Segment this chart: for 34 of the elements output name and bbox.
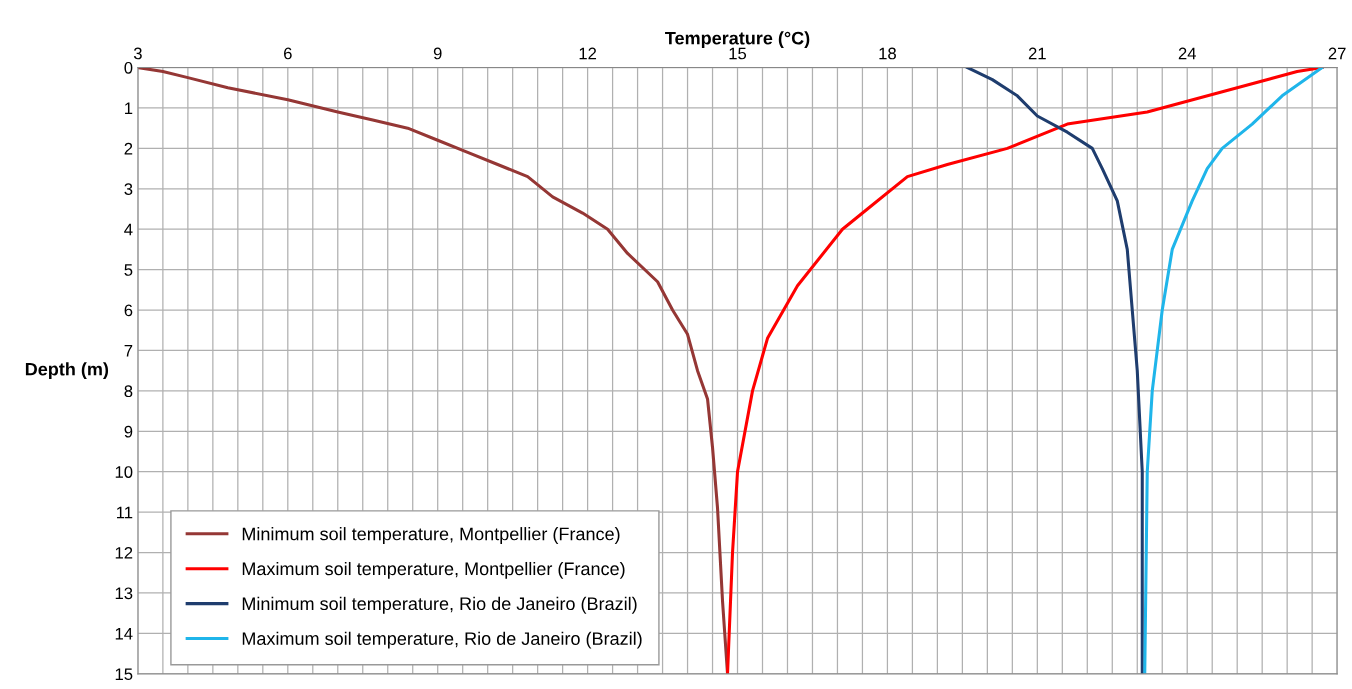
x-tick-label: 24 (1178, 47, 1197, 60)
y-tick-label: 15 (115, 668, 133, 681)
y-tick-label: 6 (124, 304, 133, 317)
x-tick-label: 18 (879, 47, 896, 60)
y-tick-label: 13 (115, 587, 133, 600)
legend-label: Maximum soil temperature, Rio de Janeiro (Brazil) (242, 631, 642, 649)
x-tick-label: 21 (1028, 47, 1046, 60)
y-tick-label: 14 (115, 627, 133, 640)
legend-label: Minimum soil temperature, Montpellier (France) (242, 527, 620, 544)
y-tick-label: 11 (117, 506, 133, 519)
legend-label: Maximum soil temperature, Montpellier (France) (242, 561, 625, 579)
y-tick-label: 1 (125, 102, 133, 114)
y-axis-title: Depth (m) (25, 362, 109, 380)
y-tick-label: 8 (124, 385, 133, 398)
y-tick-label: 12 (115, 546, 133, 559)
x-tick-label: 6 (284, 47, 292, 60)
legend-label: Minimum soil temperature, Rio de Janeiro (Brazil) (242, 596, 637, 614)
y-tick-label: 10 (115, 466, 133, 478)
y-tick-label: 5 (124, 264, 133, 276)
y-tick-label: 7 (124, 345, 133, 357)
x-tick-label: 9 (433, 47, 442, 60)
line-series (725, 67, 1324, 674)
x-tick-label: 12 (579, 47, 597, 60)
y-tick-label: 9 (124, 425, 133, 438)
line-series (1143, 67, 1324, 674)
x-tick-label: 27 (1328, 47, 1346, 60)
y-tick-label: 0 (124, 61, 133, 74)
y-tick-label: 2 (124, 142, 133, 155)
line-series (965, 67, 1144, 674)
y-tick-label: 4 (124, 223, 133, 236)
x-tick-label: 15 (729, 47, 747, 60)
x-axis-title: Temperature (°C) (665, 31, 810, 49)
x-tick-label: 3 (133, 47, 142, 60)
y-tick-label: 3 (124, 183, 133, 195)
